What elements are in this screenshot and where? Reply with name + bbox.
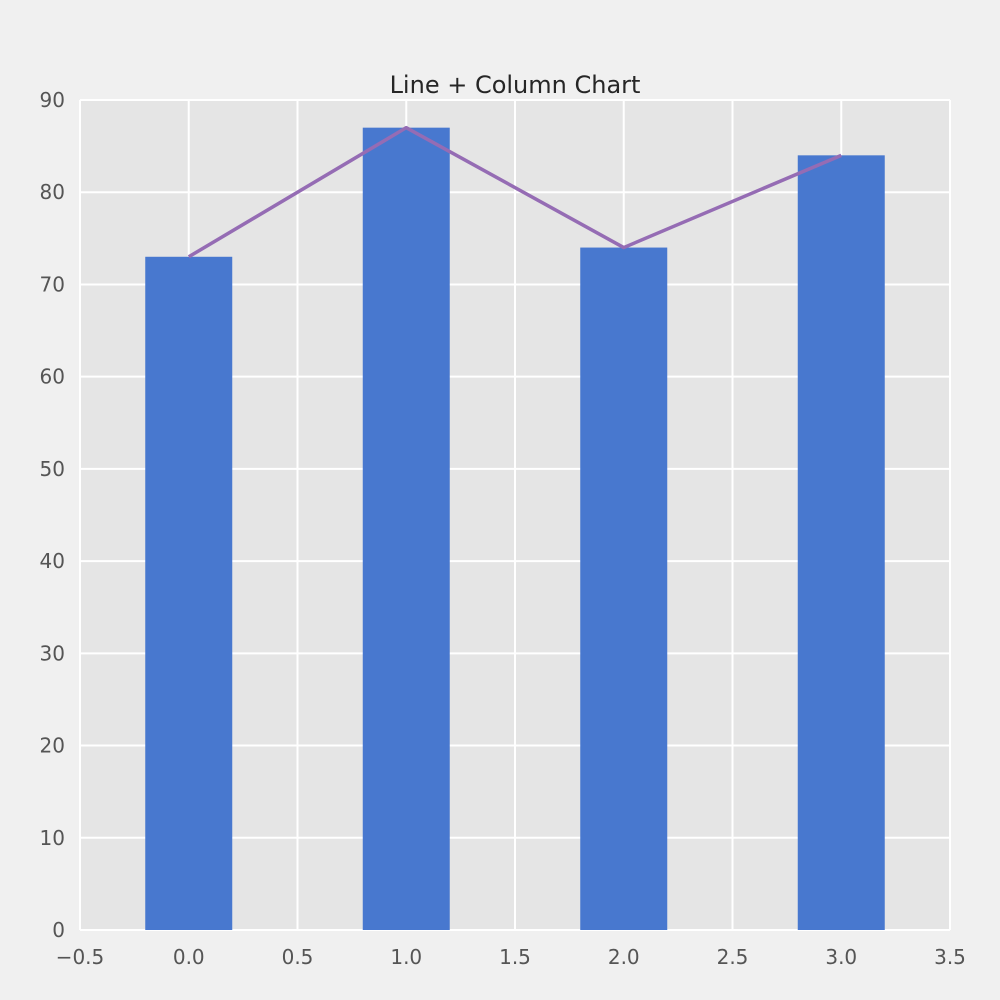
bar: [145, 256, 233, 930]
x-tick-label: 3.0: [825, 945, 857, 969]
chart-title: Line + Column Chart: [390, 71, 641, 99]
x-tick-label: 0.0: [173, 945, 205, 969]
y-tick-label: 60: [40, 365, 65, 389]
y-tick-label: 10: [40, 826, 65, 850]
y-tick-label: 40: [40, 549, 65, 573]
bar: [362, 127, 450, 930]
series-line: [187, 125, 842, 259]
y-tick-label: 30: [40, 641, 65, 665]
line-series: [187, 125, 842, 259]
y-tick-label: 70: [40, 272, 65, 296]
x-tick-label: 2.5: [717, 945, 749, 969]
x-tick-label: 1.5: [499, 945, 531, 969]
bar-series: [145, 127, 885, 931]
y-tick-label: 0: [52, 918, 65, 942]
bar: [580, 247, 668, 931]
y-tick-label: 90: [40, 88, 65, 112]
x-tick-label: 2.0: [608, 945, 640, 969]
x-axis-ticks: −0.5 0.0 0.5 1.0 1.5 2.0 2.5 3.0 3.5: [56, 945, 966, 969]
y-tick-label: 20: [40, 734, 65, 758]
x-tick-label: 3.5: [934, 945, 966, 969]
x-tick-label: 1.0: [390, 945, 422, 969]
x-tick-label: 0.5: [282, 945, 314, 969]
x-tick-label: −0.5: [56, 945, 105, 969]
y-tick-label: 80: [40, 180, 65, 204]
y-tick-label: 50: [40, 457, 65, 481]
y-axis-ticks: 0 10 20 30 40 50 60 70 80 90: [40, 88, 65, 942]
bar: [797, 155, 885, 931]
